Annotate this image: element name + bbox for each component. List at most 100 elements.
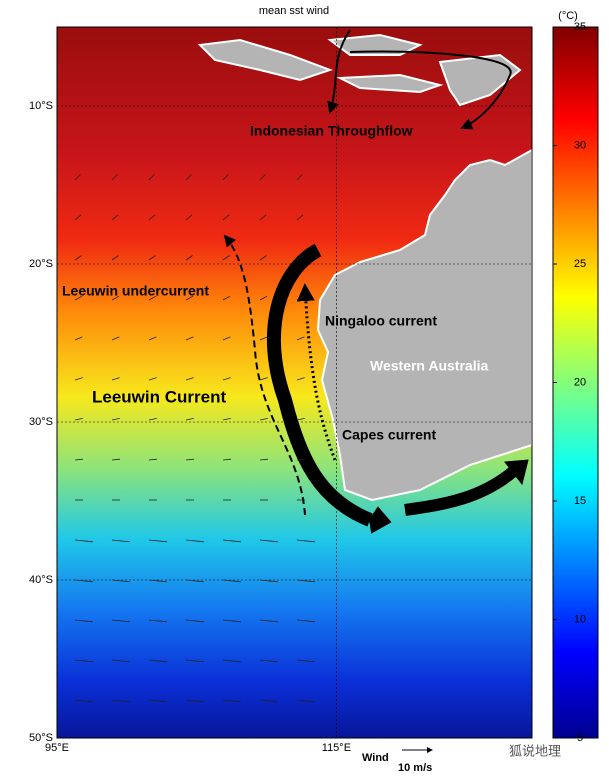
wind-vector — [259, 659, 278, 663]
wind-vector — [74, 255, 82, 261]
wind-vector — [222, 659, 241, 663]
wind-vector — [148, 173, 155, 181]
wind-vector — [296, 458, 305, 461]
wind-vector — [74, 699, 93, 703]
wind-vector — [222, 539, 241, 543]
wind-vector — [296, 539, 315, 543]
wind-vector — [259, 619, 278, 623]
wind-vector — [222, 214, 230, 221]
wind-vector — [148, 699, 167, 703]
wind-key-scale: 10 m/s — [398, 762, 432, 774]
wind-vector — [74, 377, 83, 381]
wind-vector — [148, 659, 167, 663]
current-label: Leeuwin Current — [92, 387, 226, 406]
wind-vector — [148, 579, 167, 583]
wind-vector — [185, 336, 194, 341]
wind-vector — [111, 377, 120, 381]
wind-vector — [296, 418, 305, 421]
wind-vector — [185, 377, 194, 381]
wind-vector — [296, 336, 305, 341]
wind-vector — [259, 377, 268, 381]
wind-vector — [111, 336, 120, 341]
wind-vector — [259, 539, 278, 543]
wind-vector — [222, 336, 231, 341]
wind-vector — [185, 659, 204, 663]
lat-label: 10°S — [29, 100, 53, 112]
wind-vector — [222, 295, 231, 301]
wind-vector — [222, 579, 241, 583]
wind-vector — [74, 418, 83, 421]
wind-vector — [74, 295, 83, 301]
wind-vector — [148, 336, 157, 341]
wind-vector — [111, 619, 130, 623]
wind-vector — [259, 579, 278, 583]
wind-vector — [222, 255, 230, 261]
wind-vector — [259, 214, 267, 221]
wind-vector — [222, 699, 241, 703]
wind-vector — [222, 418, 231, 421]
wind-key-label: Wind — [362, 752, 389, 764]
wind-vector — [111, 659, 130, 663]
wind-vector — [296, 295, 305, 301]
wind-vector — [185, 458, 194, 461]
current-label: Indonesian Throughflow — [250, 123, 413, 139]
wind-vector — [222, 377, 231, 381]
colorbar-tick-label: 20 — [574, 376, 586, 388]
wind-vector — [111, 458, 120, 461]
wind-vector — [74, 458, 83, 461]
wind-vector — [296, 579, 315, 583]
wind-vector — [185, 255, 193, 261]
wind-vector — [148, 377, 157, 381]
colorbar-tick-label: 10 — [574, 613, 586, 625]
lon-label: 95°E — [45, 742, 69, 754]
region-label: Western Australia — [370, 358, 488, 374]
wind-vector — [185, 619, 204, 623]
wind-vector — [185, 214, 193, 221]
wind-vector — [259, 458, 268, 461]
colorbar-tick-label: 5 — [577, 732, 583, 744]
wind-vector — [259, 336, 268, 341]
wind-vector — [74, 659, 93, 663]
wind-vector — [148, 418, 157, 421]
wind-vector — [185, 418, 194, 421]
wind-vector — [148, 295, 157, 301]
currents — [223, 29, 529, 534]
current-label: Ningaloo current — [325, 313, 437, 329]
colorbar-tick-label: 30 — [574, 139, 586, 151]
wind-vector — [222, 173, 229, 181]
wind-vector — [74, 214, 82, 221]
lat-label: 50°S — [29, 732, 53, 744]
wind-vector — [185, 699, 204, 703]
land — [197, 33, 533, 502]
wind-vector — [185, 295, 194, 301]
lat-label: 40°S — [29, 574, 53, 586]
wind-vector — [111, 579, 130, 583]
lat-label: 30°S — [29, 416, 53, 428]
map-frame — [56, 26, 533, 739]
wind-vector — [111, 173, 118, 181]
wind-vector — [296, 699, 315, 703]
wind-vector — [296, 173, 303, 181]
wind-vector — [296, 619, 315, 623]
colorbar — [552, 26, 599, 739]
colorbar-tick-label: 15 — [574, 495, 586, 507]
colorbar-unit: (°C) — [558, 10, 578, 22]
wind-vector — [148, 539, 167, 543]
wind-vector — [296, 214, 304, 221]
wind-vector — [111, 255, 119, 261]
wind-vector — [259, 255, 267, 261]
wind-vector — [185, 173, 192, 181]
wind-vector — [148, 214, 156, 221]
wind-vectors — [74, 173, 315, 703]
current-label: Leeuwin undercurrent — [62, 283, 209, 299]
wind-vector — [296, 255, 304, 261]
wind-vector — [259, 418, 268, 421]
wind-vector — [185, 539, 204, 543]
wind-vector — [111, 214, 119, 221]
wind-vector — [111, 295, 120, 301]
wind-vector — [222, 619, 241, 623]
wind-vector — [74, 173, 81, 181]
wind-vector — [74, 619, 93, 623]
lon-label: 115°E — [322, 742, 351, 754]
